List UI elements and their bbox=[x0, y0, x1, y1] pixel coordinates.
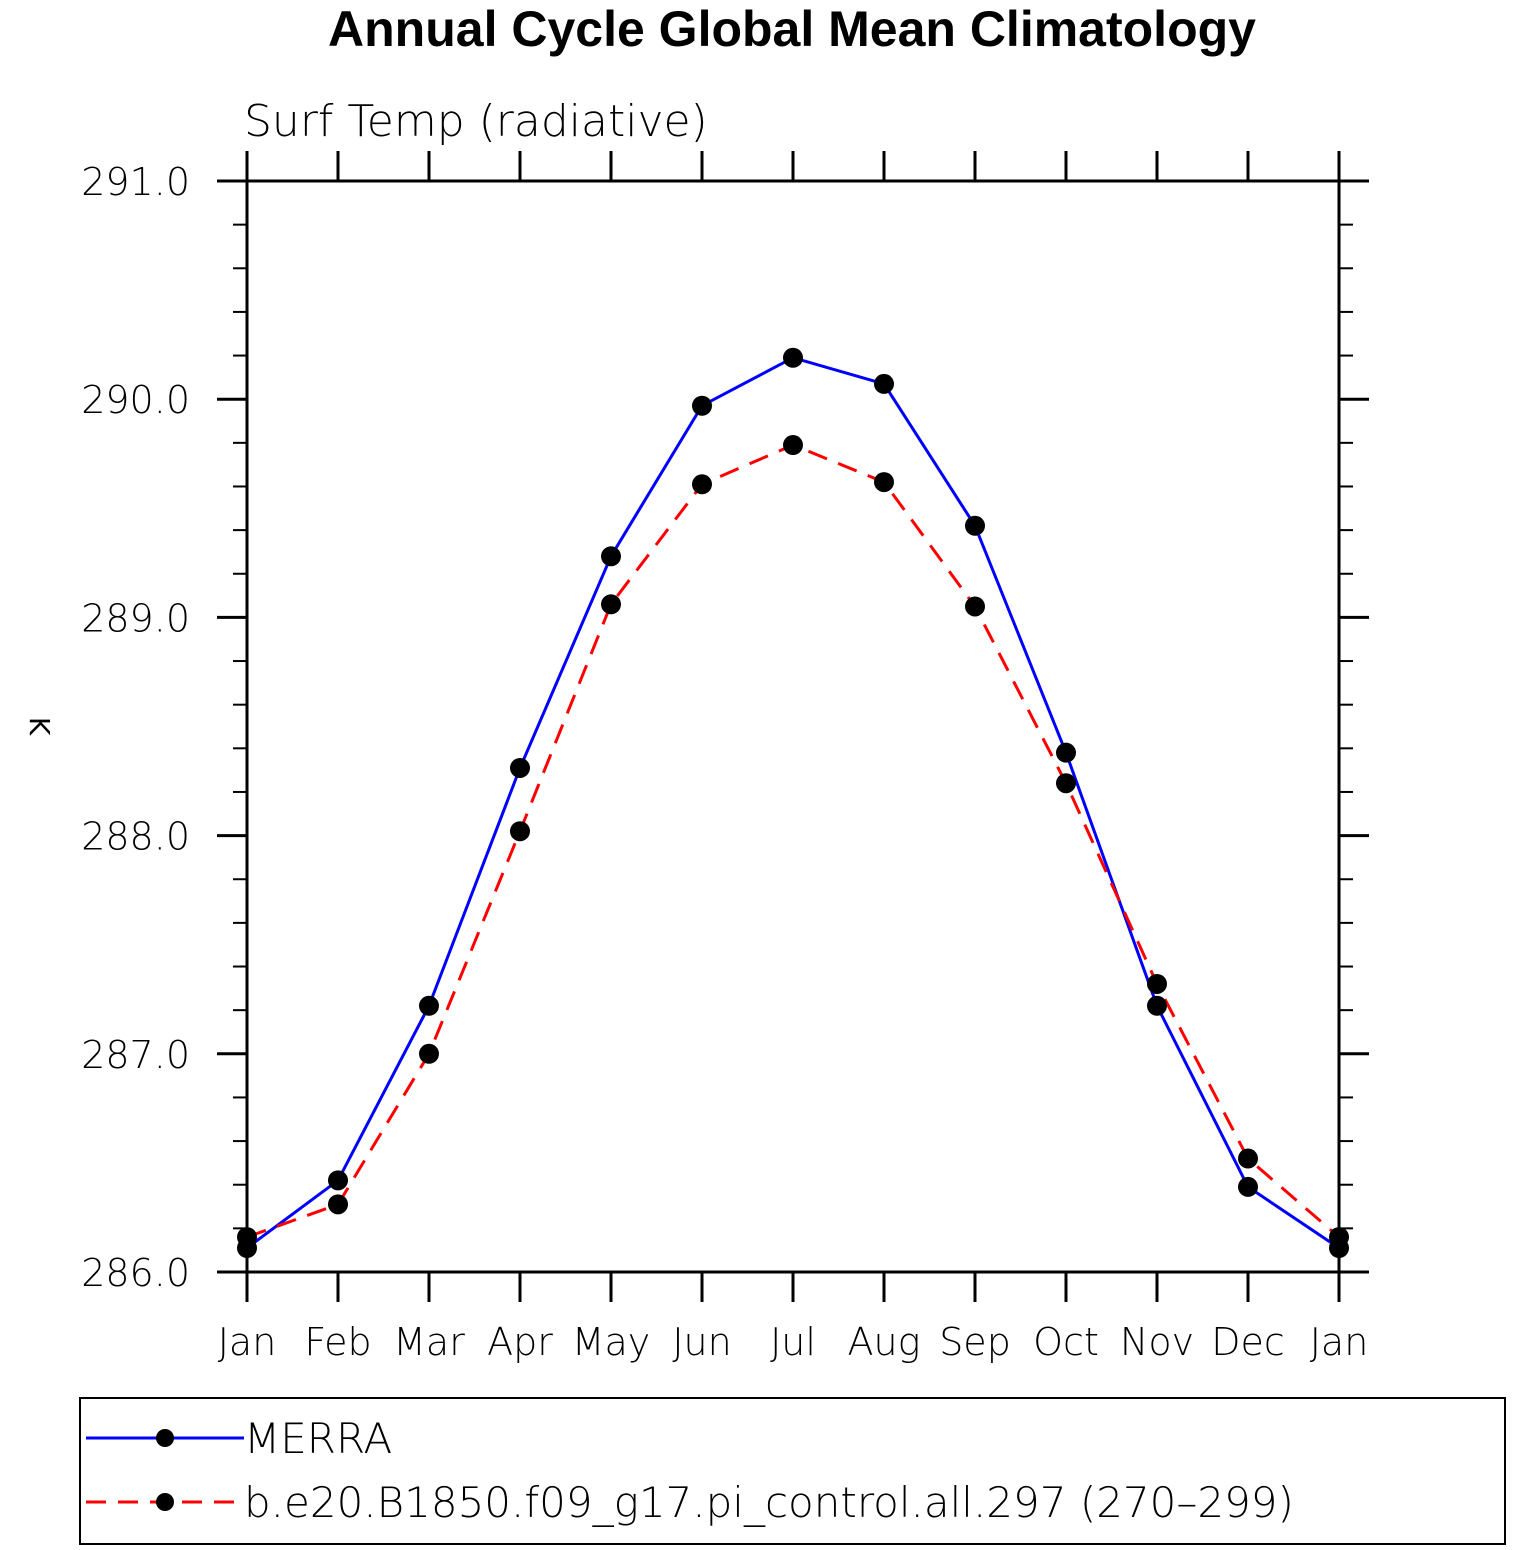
x-tick-label: Jun bbox=[672, 1320, 731, 1364]
x-tick-label: Jan bbox=[218, 1320, 277, 1364]
x-tick-label: Aug bbox=[848, 1320, 921, 1364]
y-tick-label: 291.0 bbox=[81, 160, 190, 204]
x-tick-label: Dec bbox=[1211, 1320, 1285, 1364]
data-point-0 bbox=[419, 995, 439, 1016]
data-point-0 bbox=[601, 546, 621, 567]
legend-label-merra: MERRA bbox=[244, 1414, 392, 1463]
data-point-1 bbox=[237, 1227, 257, 1248]
series-layer bbox=[237, 347, 1349, 1258]
x-tick-label: Jul bbox=[770, 1320, 816, 1364]
x-tick-label: May bbox=[572, 1320, 651, 1364]
data-point-0 bbox=[328, 1170, 348, 1191]
data-point-0 bbox=[783, 347, 803, 368]
data-point-0 bbox=[874, 373, 894, 394]
y-tick-label: 289.0 bbox=[81, 596, 190, 640]
y-tick-label: 288.0 bbox=[81, 815, 190, 859]
legend-label-model: b.e20.B1850.f09_g17.pi_control.all.297 (… bbox=[244, 1478, 1294, 1527]
x-tick-label: Jan bbox=[1310, 1320, 1369, 1364]
data-point-1 bbox=[601, 594, 621, 615]
y-tick-label: 290.0 bbox=[81, 378, 190, 422]
data-point-1 bbox=[692, 474, 712, 495]
x-tick-label: Mar bbox=[393, 1320, 465, 1364]
legend-marker-merra bbox=[156, 1429, 174, 1447]
y-tick-labels: 286.0 287.0 288.0 289.0 290.0 291.0 bbox=[81, 160, 190, 1295]
data-point-1 bbox=[1056, 773, 1076, 794]
chart-title: Annual Cycle Global Mean Climatology bbox=[328, 1, 1256, 57]
data-point-1 bbox=[965, 596, 985, 617]
data-point-1 bbox=[1147, 973, 1167, 994]
data-point-0 bbox=[1238, 1176, 1258, 1197]
legend-marker-model bbox=[156, 1493, 174, 1511]
data-point-1 bbox=[1329, 1227, 1349, 1248]
axis-ticks bbox=[217, 151, 1369, 1302]
y-tick-label: 287.0 bbox=[81, 1033, 190, 1077]
data-point-0 bbox=[965, 515, 985, 536]
x-tick-label: Apr bbox=[487, 1320, 553, 1364]
x-tick-label: Oct bbox=[1033, 1320, 1099, 1364]
legend-box bbox=[79, 1397, 1506, 1545]
legend: MERRA b.e20.B1850.f09_g17.pi_control.all… bbox=[79, 1397, 1506, 1545]
x-tick-label: Sep bbox=[939, 1320, 1011, 1364]
y-axis-label: K bbox=[23, 717, 56, 736]
data-point-1 bbox=[510, 821, 530, 842]
x-tick-labels: Jan Feb Mar Apr May Jun Jul Aug Sep Oct Nov Dec Jan bbox=[218, 1320, 1369, 1364]
data-point-0 bbox=[1147, 995, 1167, 1016]
data-point-1 bbox=[783, 435, 803, 456]
series-line-0 bbox=[246, 356, 1340, 1250]
data-point-0 bbox=[692, 395, 712, 416]
data-point-1 bbox=[874, 472, 894, 493]
plot-frame bbox=[245, 179, 1341, 1274]
y-tick-label: 286.0 bbox=[81, 1251, 190, 1295]
x-tick-label: Feb bbox=[304, 1320, 371, 1364]
data-point-0 bbox=[510, 757, 530, 778]
data-point-1 bbox=[1238, 1148, 1258, 1169]
data-point-0 bbox=[1056, 742, 1076, 763]
data-point-1 bbox=[328, 1194, 348, 1215]
data-point-1 bbox=[419, 1043, 439, 1064]
series-line-1 bbox=[246, 443, 1340, 1239]
chart-subtitle: Surf Temp (radiative) bbox=[244, 96, 708, 147]
x-tick-label: Nov bbox=[1120, 1320, 1194, 1364]
